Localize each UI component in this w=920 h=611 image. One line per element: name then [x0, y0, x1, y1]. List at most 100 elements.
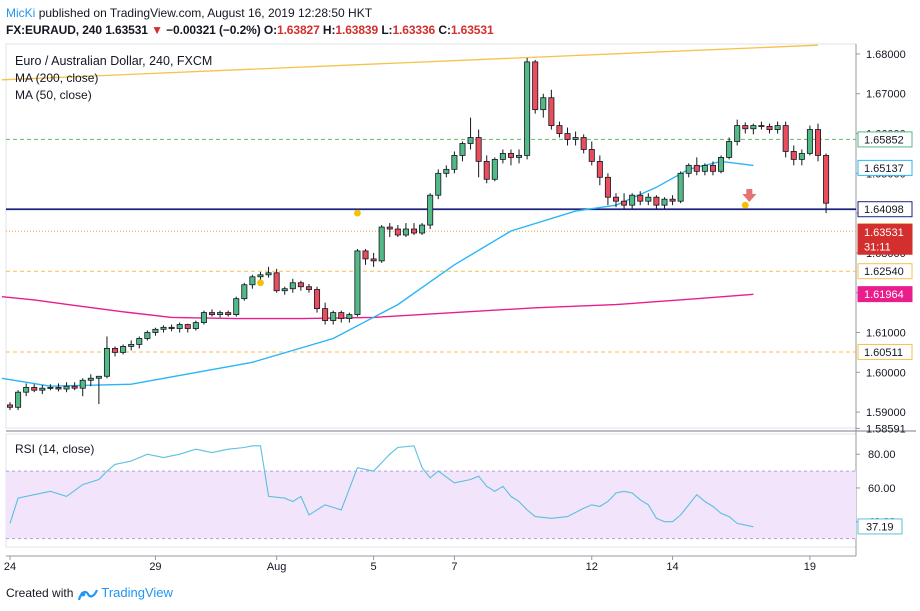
candle-body	[532, 61, 539, 111]
candle	[806, 125, 813, 156]
candle	[322, 302, 329, 325]
candle	[7, 402, 13, 411]
candle-body	[281, 288, 288, 292]
candle	[265, 266, 272, 278]
candle-body	[370, 258, 377, 262]
price-label: 1.64098	[864, 204, 904, 216]
candle	[330, 310, 337, 325]
publish-text: published on TradingView.com, August 16,…	[38, 6, 373, 20]
price-label: 31:11	[864, 242, 891, 254]
candle-body	[338, 312, 345, 319]
candle-body	[806, 129, 813, 154]
price-change: −0.00321 (−0.2%)	[166, 23, 261, 37]
time-tick-label: 24	[4, 561, 16, 573]
candle-body	[613, 196, 620, 202]
author-name[interactable]: MicKi	[6, 6, 36, 20]
time-tick-label: Aug	[267, 561, 287, 573]
candle-body	[572, 137, 579, 140]
candle-body	[217, 312, 224, 315]
candle-body	[459, 143, 466, 156]
candle-body	[790, 151, 797, 160]
candle-body	[362, 250, 369, 260]
tradingview-brand[interactable]: TradingView	[101, 585, 173, 600]
price-tick-label: 1.59000	[866, 407, 906, 419]
chart-title: Euro / Australian Dollar, 240, FXCM	[15, 54, 212, 68]
candle	[572, 131, 579, 146]
price-tick-label: 1.58591	[866, 423, 906, 435]
time-tick-label: 5	[371, 561, 377, 573]
candle-body	[419, 224, 426, 234]
price-label-box	[857, 263, 913, 280]
candle-body	[314, 289, 321, 310]
candle-body	[782, 125, 789, 152]
candle	[362, 248, 369, 265]
rsi-tick-label: 80.00	[868, 449, 896, 461]
candle-body	[184, 324, 191, 329]
candle	[516, 149, 523, 164]
candle	[152, 327, 159, 336]
candle	[63, 382, 70, 393]
candle-body	[645, 196, 652, 202]
candle-body	[709, 164, 716, 172]
candle-body	[758, 125, 765, 127]
candle	[621, 193, 628, 210]
candle	[540, 93, 547, 118]
candle	[103, 336, 110, 379]
candle	[192, 320, 199, 331]
candle	[79, 378, 86, 397]
candle-body	[305, 286, 312, 290]
candle	[556, 121, 563, 138]
candle-body	[637, 194, 644, 202]
high-value: 1.63839	[335, 23, 379, 37]
candle	[297, 280, 304, 291]
candle-body	[653, 196, 660, 206]
legend-ma50: MA (50, close)	[15, 88, 92, 102]
low-value: 1.63336	[392, 23, 436, 37]
candle	[338, 310, 345, 323]
candle-body	[621, 200, 628, 206]
candle	[394, 225, 401, 237]
ma200-line	[1, 293, 754, 320]
candle	[750, 123, 757, 135]
price-tick-label: 1.60000	[866, 367, 906, 379]
signal-dot	[257, 279, 264, 287]
candle-body	[564, 133, 571, 140]
candle-body	[548, 97, 555, 126]
candle	[128, 340, 135, 351]
candle	[685, 163, 692, 178]
candle	[443, 165, 450, 178]
candle	[645, 193, 652, 206]
candle-body	[200, 312, 207, 323]
candle	[95, 375, 102, 405]
candle-body	[734, 125, 741, 142]
candle	[208, 309, 215, 317]
candle	[483, 155, 490, 184]
candle-body	[112, 348, 119, 353]
candle	[491, 157, 498, 182]
candle-body	[330, 312, 337, 321]
last-price: 1.63531	[105, 23, 148, 37]
candle	[305, 283, 312, 293]
candle	[524, 57, 531, 160]
candle	[176, 322, 183, 333]
candle-body	[176, 324, 183, 329]
candle-body	[225, 312, 232, 315]
candle	[613, 193, 620, 208]
candle	[217, 310, 224, 318]
legend-ma200: MA (200, close)	[15, 71, 98, 85]
candle-body	[128, 344, 135, 347]
candle-body	[394, 228, 401, 236]
candle	[580, 134, 587, 154]
candle-body	[427, 194, 434, 226]
tradingview-logo-icon	[78, 589, 99, 601]
candle	[823, 153, 830, 214]
candle-body	[249, 276, 256, 286]
candle	[71, 382, 78, 391]
candle	[55, 383, 62, 392]
price-pane	[5, 43, 857, 429]
price-tick-label: 1.61000	[866, 327, 906, 339]
candle	[39, 385, 46, 395]
time-tick-label: 7	[451, 561, 457, 573]
candle	[532, 59, 539, 114]
